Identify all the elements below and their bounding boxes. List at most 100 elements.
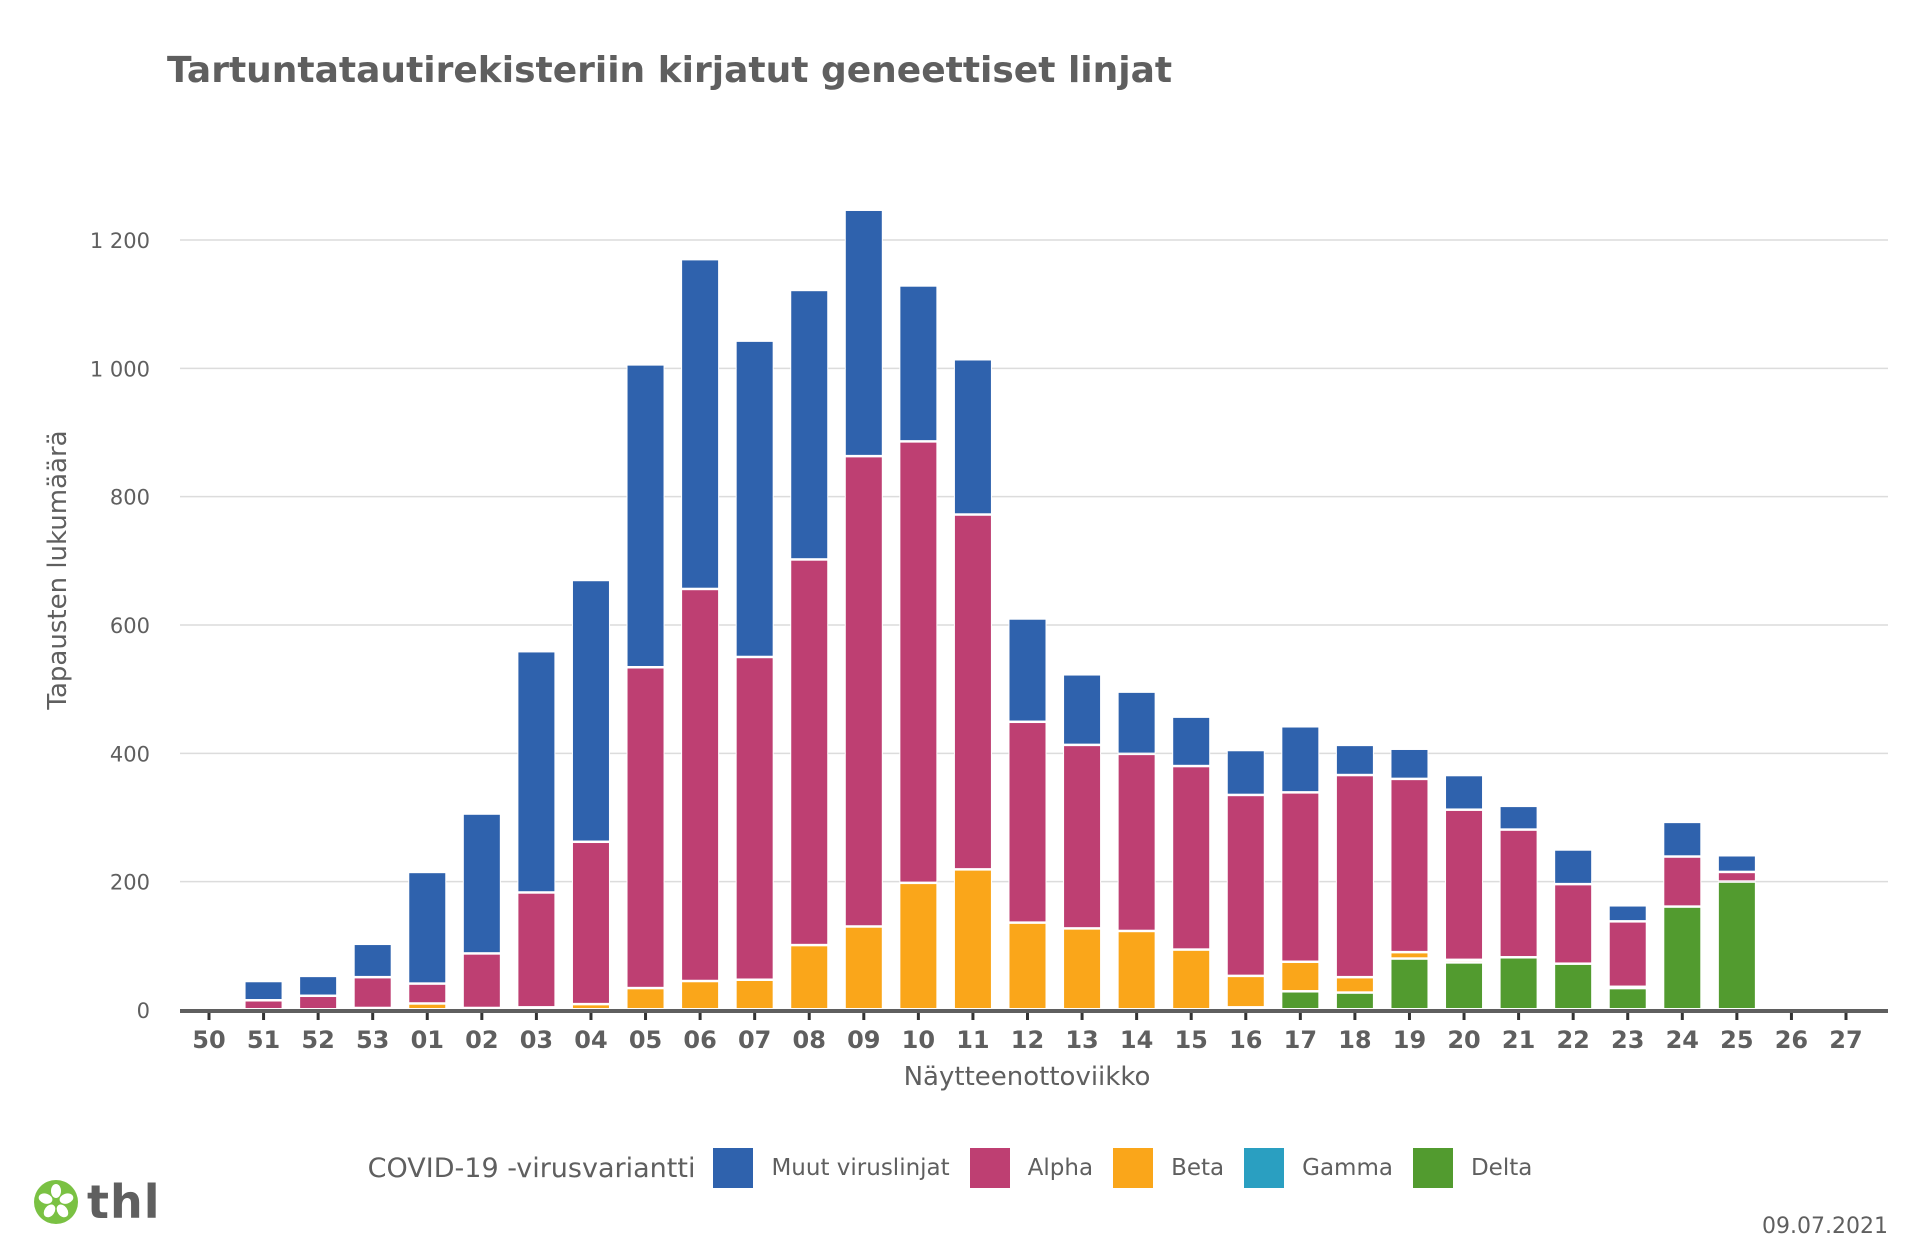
bar-beta-08[interactable]: [790, 945, 829, 1009]
bar-muut-viruslinjat-21[interactable]: [1499, 806, 1538, 830]
bar-delta-23[interactable]: [1608, 988, 1647, 1010]
bar-muut-viruslinjat-23[interactable]: [1608, 905, 1647, 922]
bar-alpha-20[interactable]: [1445, 809, 1484, 960]
y-tick-label: 1 200: [90, 229, 150, 253]
bar-muut-viruslinjat-13[interactable]: [1063, 674, 1102, 745]
bar-beta-05[interactable]: [626, 988, 665, 1010]
bar-beta-01[interactable]: [408, 1003, 447, 1009]
bar-muut-viruslinjat-12[interactable]: [1008, 618, 1047, 722]
bar-delta-17[interactable]: [1281, 991, 1320, 1009]
bar-alpha-01[interactable]: [408, 983, 447, 1004]
bar-muut-viruslinjat-03[interactable]: [517, 651, 556, 893]
bar-beta-13[interactable]: [1063, 928, 1102, 1010]
bar-beta-17[interactable]: [1281, 962, 1320, 992]
bar-muut-viruslinjat-19[interactable]: [1390, 748, 1429, 779]
bar-muut-viruslinjat-11[interactable]: [953, 359, 992, 515]
bar-delta-24[interactable]: [1663, 906, 1702, 1009]
bar-alpha-02[interactable]: [462, 953, 501, 1008]
legend-label: Alpha: [1027, 1155, 1094, 1181]
bar-delta-16[interactable]: [1226, 1007, 1265, 1010]
legend-item-delta[interactable]: Delta: [1412, 1148, 1532, 1188]
bar-alpha-03[interactable]: [517, 892, 556, 1008]
bar-muut-viruslinjat-01[interactable]: [408, 872, 447, 984]
bar-muut-viruslinjat-53[interactable]: [353, 944, 392, 977]
bar-delta-22[interactable]: [1554, 963, 1593, 1009]
bar-delta-21[interactable]: [1499, 957, 1538, 1010]
legend-item-gamma[interactable]: Gamma: [1244, 1148, 1393, 1188]
bar-alpha-10[interactable]: [899, 441, 938, 883]
bar-alpha-17[interactable]: [1281, 792, 1320, 962]
bar-alpha-06[interactable]: [681, 589, 720, 981]
bar-muut-viruslinjat-10[interactable]: [899, 285, 938, 442]
bar-muut-viruslinjat-16[interactable]: [1226, 750, 1265, 795]
bar-muut-viruslinjat-06[interactable]: [681, 259, 720, 589]
bar-muut-viruslinjat-04[interactable]: [571, 580, 610, 842]
bar-alpha-16[interactable]: [1226, 795, 1265, 976]
bar-muut-viruslinjat-15[interactable]: [1172, 716, 1211, 766]
bar-muut-viruslinjat-20[interactable]: [1445, 775, 1484, 810]
bar-beta-14[interactable]: [1117, 931, 1156, 1010]
bar-beta-18[interactable]: [1335, 977, 1374, 993]
legend-label: Muut viruslinjat: [771, 1155, 950, 1181]
bar-delta-19[interactable]: [1390, 958, 1429, 1010]
x-tick-label: 24: [1666, 1026, 1699, 1054]
bar-alpha-51[interactable]: [244, 1000, 283, 1009]
bar-alpha-19[interactable]: [1390, 779, 1429, 952]
bar-beta-15[interactable]: [1172, 949, 1211, 1010]
bar-beta-19[interactable]: [1390, 952, 1429, 959]
bar-alpha-21[interactable]: [1499, 829, 1538, 958]
bar-muut-viruslinjat-05[interactable]: [626, 364, 665, 667]
bar-delta-20[interactable]: [1445, 962, 1484, 1009]
bar-alpha-14[interactable]: [1117, 754, 1156, 931]
bar-alpha-24[interactable]: [1663, 856, 1702, 907]
x-tick-label: 05: [629, 1026, 662, 1054]
bar-alpha-05[interactable]: [626, 667, 665, 988]
bar-alpha-52[interactable]: [299, 996, 338, 1010]
legend-item-alpha[interactable]: Alpha: [969, 1148, 1094, 1188]
x-tick-label: 27: [1829, 1026, 1862, 1054]
bar-muut-viruslinjat-02[interactable]: [462, 813, 501, 954]
bar-alpha-23[interactable]: [1608, 921, 1647, 987]
flower-logo-icon: [34, 1180, 78, 1224]
bar-beta-10[interactable]: [899, 883, 938, 1010]
bar-alpha-04[interactable]: [571, 842, 610, 1004]
bar-beta-20[interactable]: [1445, 960, 1484, 963]
y-axis-label: Tapausten lukumäärä: [43, 430, 73, 710]
bar-muut-viruslinjat-52[interactable]: [299, 976, 338, 996]
bar-muut-viruslinjat-25[interactable]: [1717, 855, 1756, 872]
bar-muut-viruslinjat-17[interactable]: [1281, 726, 1320, 793]
bar-muut-viruslinjat-51[interactable]: [244, 981, 283, 1001]
bar-beta-12[interactable]: [1008, 922, 1047, 1009]
bar-muut-viruslinjat-24[interactable]: [1663, 822, 1702, 857]
bar-delta-25[interactable]: [1717, 881, 1756, 1010]
bar-alpha-15[interactable]: [1172, 766, 1211, 950]
bar-alpha-08[interactable]: [790, 559, 829, 945]
legend-item-muut-viruslinjat[interactable]: Muut viruslinjat: [713, 1148, 950, 1188]
bar-muut-viruslinjat-09[interactable]: [844, 209, 883, 456]
bar-beta-06[interactable]: [681, 981, 720, 1009]
bar-muut-viruslinjat-07[interactable]: [735, 340, 774, 657]
bar-alpha-09[interactable]: [844, 456, 883, 927]
bar-alpha-07[interactable]: [735, 657, 774, 980]
bar-beta-16[interactable]: [1226, 976, 1265, 1008]
bar-beta-09[interactable]: [844, 926, 883, 1009]
bar-beta-03[interactable]: [517, 1007, 556, 1010]
bar-alpha-25[interactable]: [1717, 872, 1756, 882]
bar-beta-07[interactable]: [735, 979, 774, 1010]
bar-muut-viruslinjat-18[interactable]: [1335, 745, 1374, 775]
bar-alpha-12[interactable]: [1008, 722, 1047, 923]
bar-beta-11[interactable]: [953, 869, 992, 1009]
bar-delta-18[interactable]: [1335, 992, 1374, 1009]
bar-muut-viruslinjat-08[interactable]: [790, 290, 829, 560]
bar-alpha-18[interactable]: [1335, 775, 1374, 977]
legend-swatch: [1113, 1148, 1154, 1188]
bar-muut-viruslinjat-22[interactable]: [1554, 849, 1593, 884]
bar-alpha-11[interactable]: [953, 514, 992, 870]
bar-alpha-53[interactable]: [353, 977, 392, 1008]
legend-item-beta[interactable]: Beta: [1113, 1148, 1224, 1188]
bar-muut-viruslinjat-14[interactable]: [1117, 691, 1156, 754]
bar-alpha-22[interactable]: [1554, 884, 1593, 964]
bar-beta-04[interactable]: [571, 1004, 610, 1009]
bar-beta-23[interactable]: [1608, 987, 1647, 989]
bar-alpha-13[interactable]: [1063, 745, 1102, 929]
